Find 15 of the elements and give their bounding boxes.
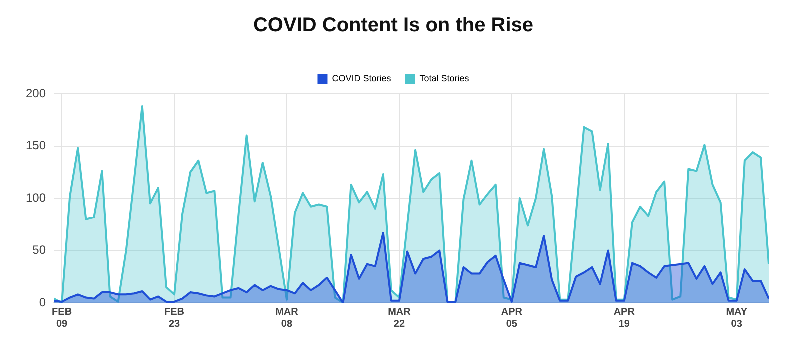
x-tick-label: MAY 03	[726, 306, 748, 330]
x-tick-label: FEB 09	[52, 306, 72, 330]
y-tick-label: 150	[26, 138, 46, 153]
y-tick-label: 50	[32, 243, 46, 258]
legend-label: COVID Stories	[332, 73, 392, 84]
x-tick-label: APR 19	[614, 306, 636, 330]
x-tick-label: APR 05	[501, 306, 524, 330]
x-tick-label: MAR 22	[388, 306, 412, 330]
chart-title: COVID Content Is on the Rise	[253, 14, 534, 37]
legend-label: Total Stories	[420, 73, 470, 84]
y-tick-label: 200	[26, 86, 46, 100]
x-tick-label: MAR 08	[276, 306, 300, 330]
x-tick-label: FEB 23	[164, 306, 185, 330]
y-tick-label: 100	[26, 190, 46, 205]
y-tick-label: 0	[39, 295, 46, 310]
